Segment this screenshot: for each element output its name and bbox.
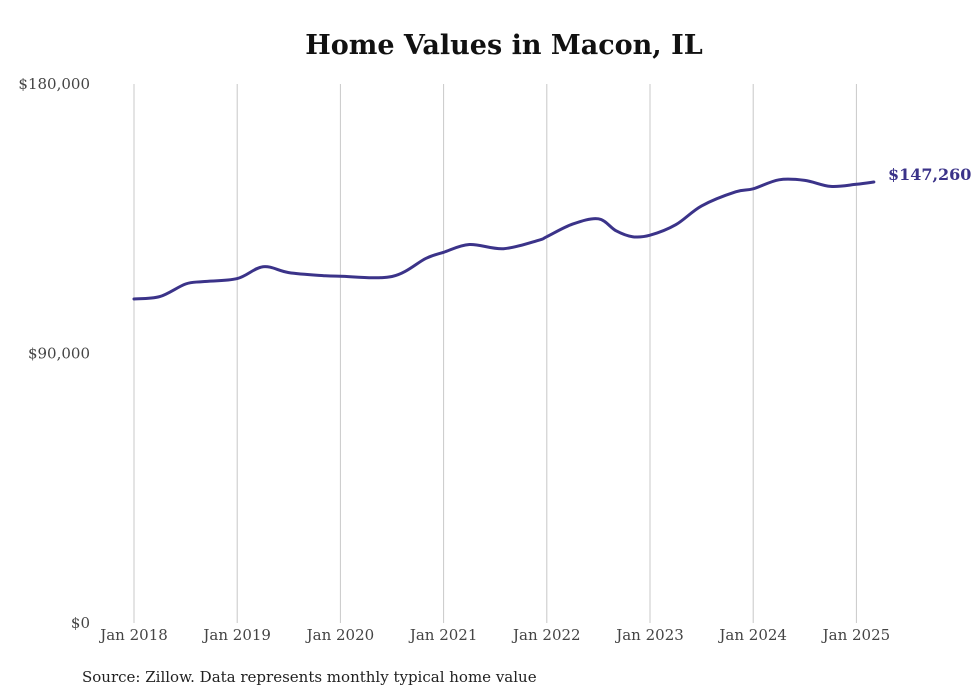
x-tick-label: Jan 2019 (201, 626, 271, 644)
y-tick-label: $90,000 (28, 345, 90, 363)
chart-title: Home Values in Macon, IL (305, 30, 703, 61)
gridlines (133, 84, 857, 623)
y-axis-ticks: $0 $90,000 $180,000 (18, 75, 90, 632)
x-axis-ticks: Jan 2018 Jan 2019 Jan 2020 Jan 2021 Jan 2022… (98, 626, 890, 644)
series-line (132, 177, 876, 301)
x-tick-label: Jan 2024 (717, 626, 787, 644)
x-tick-label: Jan 2025 (821, 626, 891, 644)
end-value-label: $147,260 (888, 165, 972, 184)
x-tick-label: Jan 2018 (98, 626, 168, 644)
source-note: Source: Zillow. Data represents monthly … (82, 668, 537, 686)
x-tick-label: Jan 2020 (305, 626, 375, 644)
y-tick-label: $180,000 (18, 75, 90, 93)
y-tick-label: $0 (71, 614, 90, 632)
x-tick-label: Jan 2023 (614, 626, 684, 644)
x-tick-label: Jan 2021 (408, 626, 478, 644)
x-tick-label: Jan 2022 (511, 626, 581, 644)
line-chart: $0$90,000$180,000 Jan 2018 Jan 2019 Jan 20… (18, 75, 972, 644)
